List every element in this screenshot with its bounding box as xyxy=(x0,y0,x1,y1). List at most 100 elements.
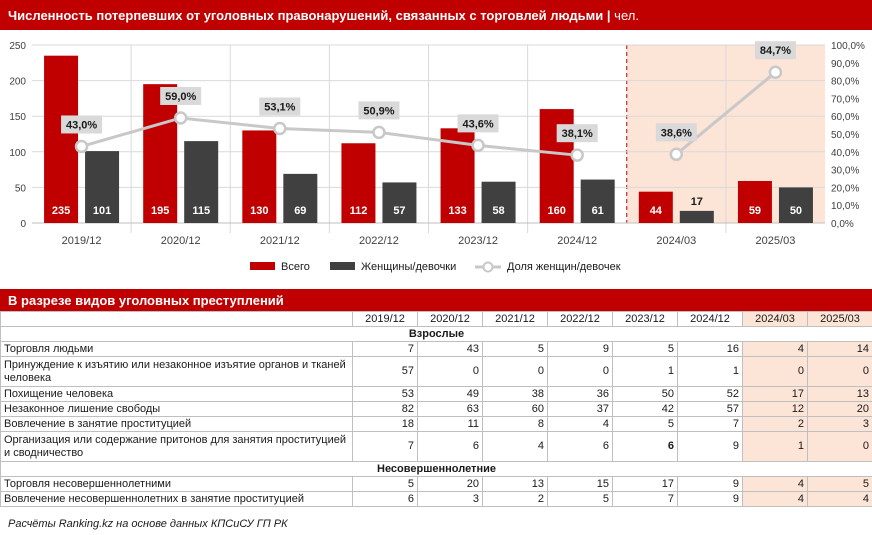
row-label: Торговля людьми xyxy=(0,341,353,357)
table-cell: 49 xyxy=(417,386,483,402)
table-cell: 52 xyxy=(677,386,743,402)
table-cell: 13 xyxy=(482,476,548,492)
legend-label-share: Доля женщин/девочек xyxy=(507,261,621,273)
table-column-header: 2022/12 xyxy=(547,311,613,327)
share-label-box xyxy=(655,123,697,142)
x-tick-label: 2022/12 xyxy=(359,235,399,247)
bar-total xyxy=(638,191,673,223)
bar-women-label: 101 xyxy=(93,205,111,217)
table-column-header: 2025/03 xyxy=(807,311,872,327)
table-cell: 6 xyxy=(352,491,418,507)
table-cell: 2 xyxy=(482,491,548,507)
legend-label-total: Всего xyxy=(281,261,310,273)
legend-swatch-women xyxy=(330,262,355,270)
bar-total-label: 195 xyxy=(151,205,169,217)
table-cell: 1 xyxy=(677,356,743,387)
table-cell: 0 xyxy=(807,356,872,387)
table-cell: 7 xyxy=(352,341,418,357)
legend-label-women: Женщины/девочки xyxy=(361,261,456,273)
table-header-blank xyxy=(0,311,353,327)
row-label: Незаконное лишение свободы xyxy=(0,401,353,417)
source-note: Расчёты Ranking.kz на основе данных КПСи… xyxy=(8,518,288,530)
y2-tick-label: 0,0% xyxy=(831,219,854,230)
table-cell: 5 xyxy=(547,491,613,507)
table-title: В разрезе видов уголовных преступлений xyxy=(8,293,284,308)
table-column-header: 2019/12 xyxy=(352,311,418,327)
table-cell: 15 xyxy=(547,476,613,492)
bar-total xyxy=(143,84,178,223)
share-label-box xyxy=(754,41,796,60)
bar-women-label: 69 xyxy=(294,205,306,217)
bar-total-label: 235 xyxy=(52,205,70,217)
y2-tick-label: 20,0% xyxy=(831,183,859,194)
share-label: 43,0% xyxy=(66,119,97,131)
y2-tick-label: 50,0% xyxy=(831,130,859,141)
bar-total-label: 130 xyxy=(250,205,268,217)
table-row: Вовлечение в занятие проституцией 18 11 8 4 5… xyxy=(0,416,872,432)
table-title-bar: В разрезе видов уголовных преступлений xyxy=(0,289,872,311)
row-label: Организация или содержание притонов для … xyxy=(0,431,353,462)
table-cell: 6 xyxy=(612,431,678,462)
table-cell: 9 xyxy=(547,341,613,357)
table-cell: 4 xyxy=(807,491,872,507)
share-label: 50,9% xyxy=(363,105,394,117)
bar-women xyxy=(778,187,813,223)
share-point xyxy=(768,65,783,79)
table-cell: 7 xyxy=(612,491,678,507)
table-cell: 4 xyxy=(482,431,548,462)
share-line xyxy=(81,116,578,157)
table-column-header: 2023/12 xyxy=(612,311,678,327)
table-cell: 6 xyxy=(417,431,483,462)
crimes-table: 2019/12 2020/12 2021/12 2022/12 2023/12 2024/… xyxy=(0,311,872,507)
bar-women xyxy=(481,181,516,223)
share-label: 38,6% xyxy=(661,127,692,139)
title-separator: | xyxy=(606,8,611,23)
table-cell: 5 xyxy=(612,416,678,432)
row-label: Вовлечение несовершеннолетних в занятие … xyxy=(0,491,353,507)
table-cell: 57 xyxy=(677,401,743,417)
y2-tick-label: 80,0% xyxy=(831,77,859,88)
row-label: Вовлечение в занятие проституцией xyxy=(0,416,353,432)
y2-tick-label: 70,0% xyxy=(831,94,859,105)
x-tick-label: 2025/03 xyxy=(756,235,796,247)
table-cell: 0 xyxy=(482,356,548,387)
x-tick-label: 2019/12 xyxy=(62,235,102,247)
share-label-box xyxy=(556,124,598,143)
share-point xyxy=(74,139,89,154)
table-column-header: 2021/12 xyxy=(482,311,548,327)
table-cell: 5 xyxy=(612,341,678,357)
x-tick-label: 2024/12 xyxy=(557,235,597,247)
row-label: Принуждение к изъятию или незаконное изъ… xyxy=(0,356,353,387)
bar-women-label: 50 xyxy=(790,205,802,217)
chart-title-bar: Численность потерпевших от уголовных пра… xyxy=(0,0,872,30)
table-cell: 6 xyxy=(547,431,613,462)
victims-chart: 0 50 100 150 200 250 0,0% 10,0% 20,0% 30,0% 40,0% 5… xyxy=(9,41,865,273)
y-tick-label: 250 xyxy=(9,41,26,52)
table-cell: 12 xyxy=(742,401,808,417)
share-label-box xyxy=(61,115,103,134)
bar-women xyxy=(580,179,615,223)
bar-women xyxy=(283,173,318,223)
share-label-box xyxy=(259,97,301,116)
share-point xyxy=(173,111,188,125)
bar-women-label: 17 xyxy=(691,196,703,208)
y2-tick-label: 60,0% xyxy=(831,112,859,123)
table-cell: 4 xyxy=(547,416,613,432)
table-cell: 2 xyxy=(742,416,808,432)
y2-tick-label: 30,0% xyxy=(831,166,859,177)
y-tick-label: 50 xyxy=(15,183,27,194)
table-cell: 4 xyxy=(742,341,808,357)
table-cell: 9 xyxy=(677,476,743,492)
share-label: 84,7% xyxy=(760,45,791,57)
table-cell: 9 xyxy=(677,431,743,462)
table-cell: 5 xyxy=(352,476,418,492)
table-cell: 7 xyxy=(352,431,418,462)
table-cell: 9 xyxy=(677,491,743,507)
table-cell: 8 xyxy=(482,416,548,432)
table-row: Торговля людьми 7 43 5 9 5 16 4 14 xyxy=(0,341,872,357)
bar-total-label: 160 xyxy=(548,205,566,217)
table-cell: 0 xyxy=(742,356,808,387)
share-point xyxy=(570,148,584,162)
table-column-header: 2024/12 xyxy=(677,311,743,327)
table-cell: 1 xyxy=(612,356,678,387)
